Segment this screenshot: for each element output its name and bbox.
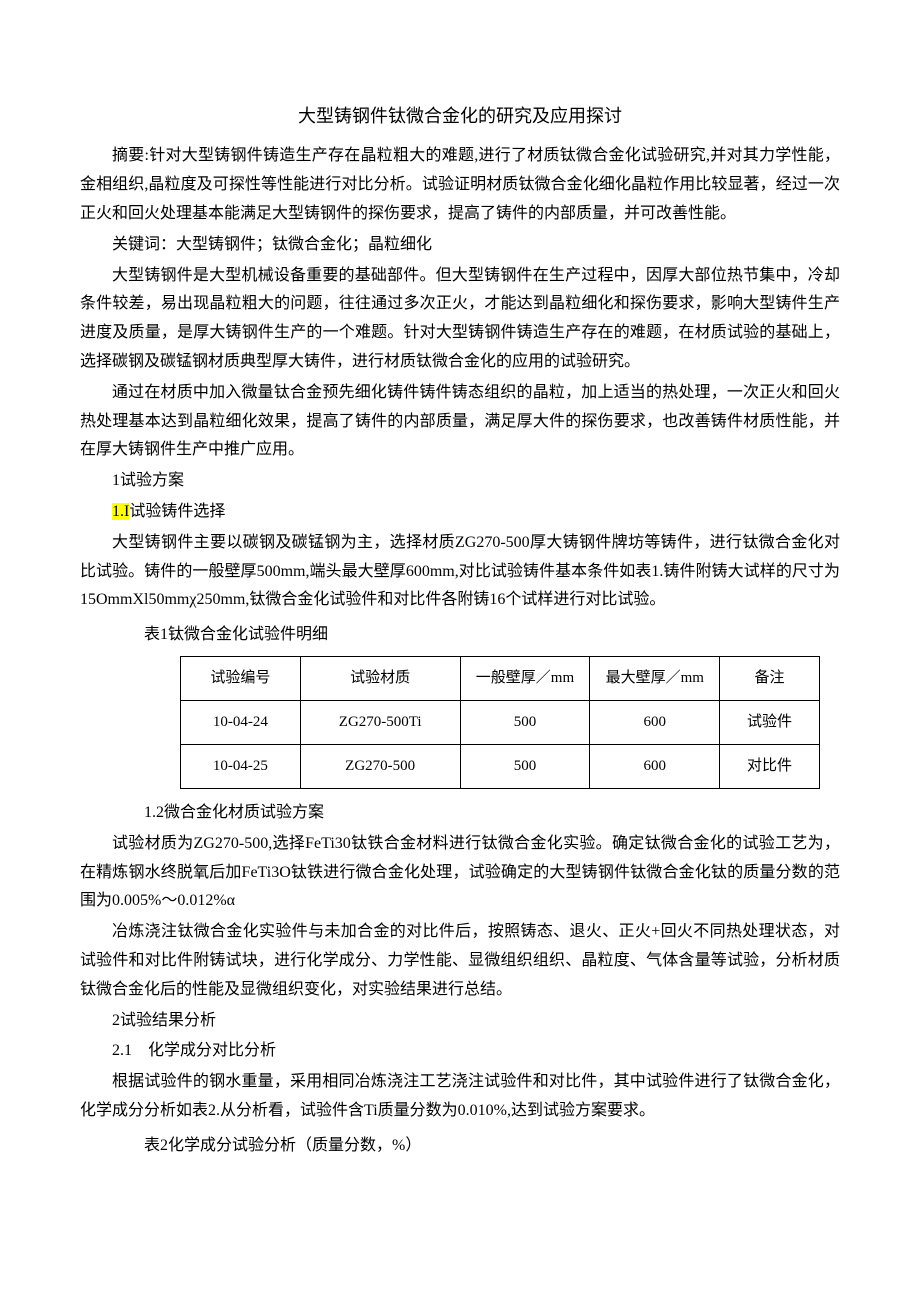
table-cell: ZG270-500Ti xyxy=(300,700,460,744)
table-cell: 10-04-24 xyxy=(181,700,301,744)
paragraph-2-1: 根据试验件的钢水重量，采用相同冶炼浇注工艺浇注试验件和对比件，其中试验件进行了钛… xyxy=(80,1068,840,1126)
table-header-cell: 试验材质 xyxy=(300,656,460,700)
section-2-heading: 2试验结果分析 xyxy=(80,1007,840,1036)
table-row: 10-04-25 ZG270-500 500 600 对比件 xyxy=(181,744,820,788)
table-cell: 500 xyxy=(460,744,590,788)
table-cell: 600 xyxy=(590,744,720,788)
paragraph-1-2b: 冶炼浇注钛微合金化实验件与未加合金的对比件后，按照铸态、退火、正火+回火不同热处… xyxy=(80,918,840,1004)
table-1: 试验编号 试验材质 一般壁厚／mm 最大壁厚／mm 备注 10-04-24 ZG… xyxy=(180,656,820,789)
table-header-cell: 一般壁厚／mm xyxy=(460,656,590,700)
highlighted-text: 1.I xyxy=(112,503,129,520)
table-cell: 500 xyxy=(460,700,590,744)
table-cell: 10-04-25 xyxy=(181,744,301,788)
document-title: 大型铸钢件钛微合金化的研究及应用探讨 xyxy=(80,100,840,132)
table-cell: 试验件 xyxy=(720,700,820,744)
paragraph-1-2a: 试验材质为ZG270-500,选择FeTi30钛铁合金材料进行钛微合金化实验。确… xyxy=(80,830,840,916)
paragraph-1-1: 大型铸钢件主要以碳钢及碳锰钢为主，选择材质ZG270-500厚大铸钢件牌坊等铸件… xyxy=(80,529,840,615)
section-1-heading: 1试验方案 xyxy=(80,467,840,496)
intro-paragraph-1: 大型铸钢件是大型机械设备重要的基础部件。但大型铸钢件在生产过程中，因厚大部位热节… xyxy=(80,262,840,377)
table-1-caption: 表1钛微合金化试验件明细 xyxy=(80,621,840,650)
table-header-cell: 最大壁厚／mm xyxy=(590,656,720,700)
intro-paragraph-2: 通过在材质中加入微量钛合金预先细化铸件铸件铸态组织的晶粒，加上适当的热处理，一次… xyxy=(80,379,840,465)
keywords: 关键词：大型铸钢件；钛微合金化；晶粒细化 xyxy=(80,231,840,260)
table-header-row: 试验编号 试验材质 一般壁厚／mm 最大壁厚／mm 备注 xyxy=(181,656,820,700)
abstract: 摘要:针对大型铸钢件铸造生产存在晶粒粗大的难题,进行了材质钛微合金化试验研究,并… xyxy=(80,142,840,228)
section-1-1-rest: 试验铸件选择 xyxy=(129,503,225,520)
table-2-caption: 表2化学成分试验分析（质量分数，%） xyxy=(80,1132,840,1161)
table-cell: ZG270-500 xyxy=(300,744,460,788)
table-cell: 对比件 xyxy=(720,744,820,788)
table-header-cell: 备注 xyxy=(720,656,820,700)
table-cell: 600 xyxy=(590,700,720,744)
table-row: 10-04-24 ZG270-500Ti 500 600 试验件 xyxy=(181,700,820,744)
table-header-cell: 试验编号 xyxy=(181,656,301,700)
section-1-1-heading: 1.I试验铸件选择 xyxy=(80,498,840,527)
section-1-2-heading: 1.2微合金化材质试验方案 xyxy=(80,799,840,828)
section-2-1-heading: 2.1 化学成分对比分析 xyxy=(80,1037,840,1066)
